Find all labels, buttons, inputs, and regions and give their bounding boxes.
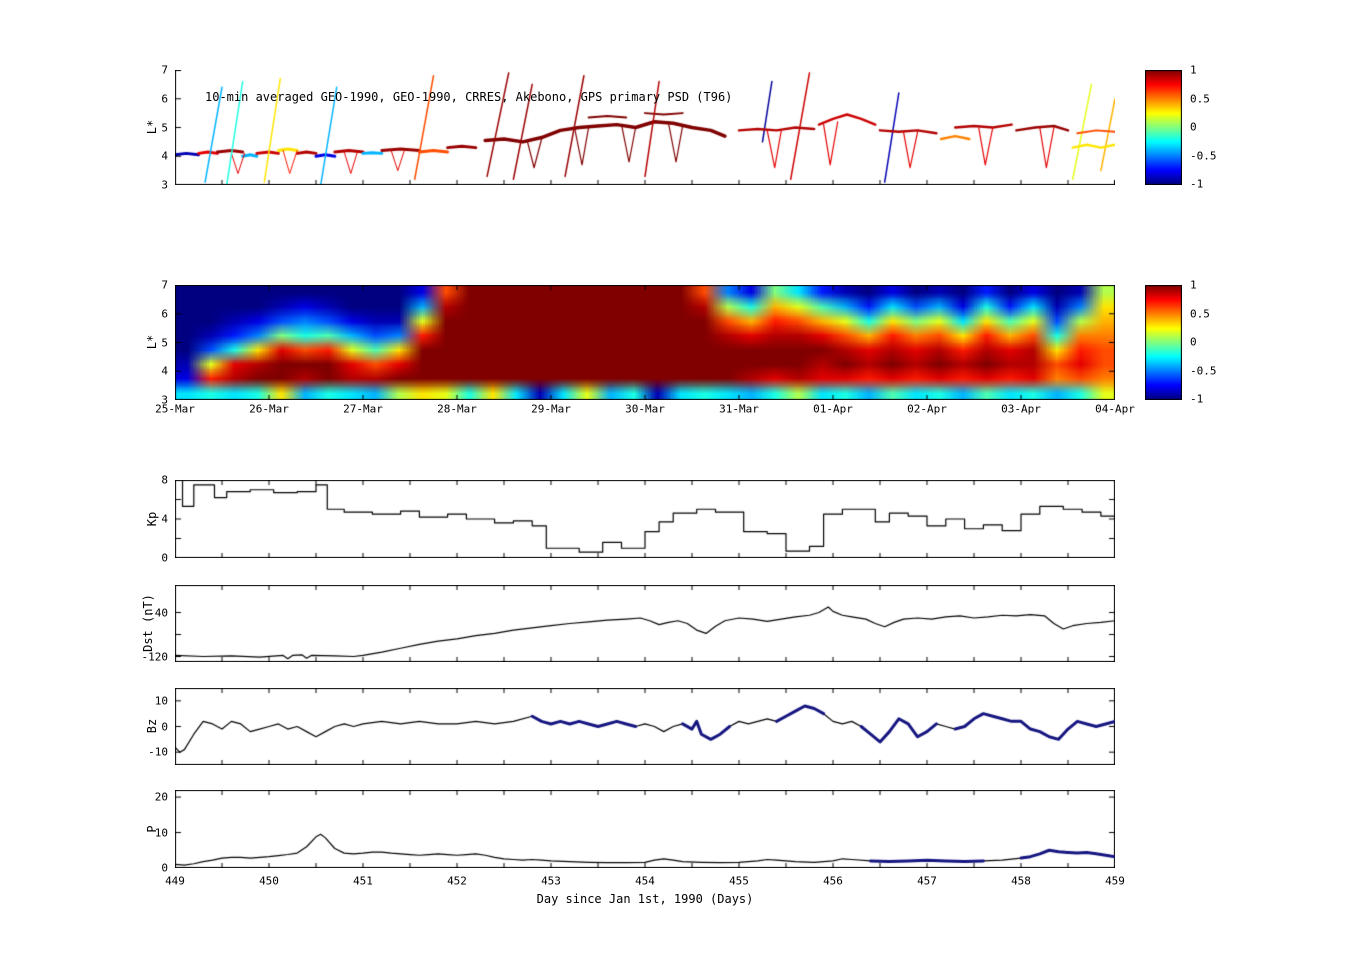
plot-title: 10-min averaged GEO-1990, GEO-1990, CRRE…: [205, 90, 733, 104]
y-tick-label: -120: [141, 650, 169, 663]
kp-panel-canvas: [175, 480, 1115, 558]
colorbar-tick-label: 0.5: [1190, 307, 1210, 320]
y-tick-label: -40: [148, 606, 168, 619]
colorbar-tick-label: 0: [1190, 120, 1197, 134]
y-tick-label: 6: [161, 92, 168, 106]
psd-heatmap-canvas: [175, 285, 1115, 400]
date-tick-label: 03-Apr: [1001, 402, 1041, 416]
psd-scatter-canvas: [175, 70, 1115, 185]
x-tick-label: 457: [917, 874, 937, 888]
y-tick-label: 20: [154, 790, 168, 804]
colorbar-tick-label: -0.5: [1190, 149, 1217, 162]
x-tick-label: 459: [1105, 874, 1125, 888]
y-tick-label: 10: [154, 694, 168, 708]
x-tick-label: 456: [823, 874, 843, 888]
y-tick-label: 4: [161, 364, 168, 378]
colorbar-tick-label: -1: [1190, 177, 1204, 191]
x-tick-label: 458: [1011, 874, 1031, 888]
y-tick-label: 6: [161, 307, 168, 321]
ylabel-dst: Dst (nT): [141, 594, 155, 652]
ylabel-kp: Kp: [145, 511, 159, 527]
colorbar-tick-label: 0: [1190, 335, 1197, 349]
xaxis-label: Day since Jan 1st, 1990 (Days): [536, 892, 754, 906]
x-tick-label: 455: [729, 874, 749, 888]
date-tick-label: 01-Apr: [813, 402, 853, 416]
y-tick-label: -10: [148, 745, 168, 759]
date-tick-label: 04-Apr: [1095, 402, 1135, 416]
x-tick-label: 453: [541, 874, 561, 888]
date-tick-label: 29-Mar: [531, 402, 571, 416]
date-tick-label: 25-Mar: [155, 402, 195, 416]
psd-colorbar: [1145, 70, 1182, 185]
date-tick-label: 31-Mar: [719, 402, 759, 416]
heatmap-colorbar: [1145, 285, 1182, 400]
ylabel-lstar-bottom: L*: [145, 334, 159, 350]
y-tick-label: 7: [161, 63, 168, 77]
colorbar-tick-label: 0.5: [1190, 92, 1210, 105]
y-tick-label: 3: [161, 393, 168, 407]
x-tick-label: 449: [165, 874, 185, 888]
date-tick-label: 26-Mar: [249, 402, 289, 416]
y-tick-label: 3: [161, 178, 168, 192]
date-tick-label: 28-Mar: [437, 402, 477, 416]
y-tick-label: 4: [161, 149, 168, 163]
x-tick-label: 451: [353, 874, 373, 888]
date-tick-label: 30-Mar: [625, 402, 665, 416]
y-tick-label: 0: [161, 551, 168, 565]
y-tick-label: 0: [161, 861, 168, 875]
date-tick-label: 02-Apr: [907, 402, 947, 416]
y-tick-label: 8: [161, 473, 168, 487]
colorbar-tick-label: -1: [1190, 392, 1204, 406]
y-tick-label: 4: [161, 512, 168, 526]
y-tick-label: 0: [161, 720, 168, 733]
bz-panel-canvas: [175, 688, 1115, 765]
y-tick-label: 5: [161, 336, 168, 349]
y-tick-label: 7: [161, 278, 168, 292]
date-tick-label: 27-Mar: [343, 402, 383, 416]
colorbar-tick-label: -0.5: [1190, 364, 1217, 377]
p-panel-canvas: [175, 790, 1115, 868]
ylabel-lstar-top: L*: [145, 119, 159, 135]
x-tick-label: 452: [447, 874, 467, 888]
y-tick-label: 5: [161, 121, 168, 134]
colorbar-tick-label: 1: [1190, 63, 1197, 77]
ylabel-bz: Bz: [145, 718, 159, 734]
dst-panel-canvas: [175, 585, 1115, 662]
colorbar-tick-label: 1: [1190, 278, 1197, 292]
y-tick-label: 10: [154, 826, 168, 840]
x-tick-label: 454: [635, 874, 655, 888]
x-tick-label: 450: [259, 874, 279, 888]
